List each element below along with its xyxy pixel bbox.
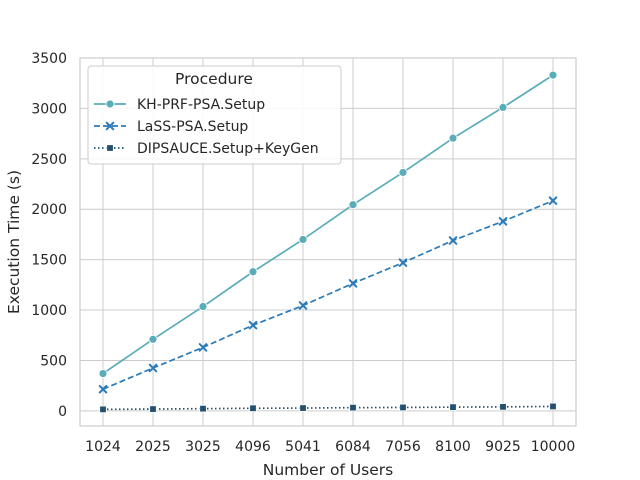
series-2: [99, 402, 557, 414]
y-tick-label: 3000: [31, 101, 67, 117]
data-point: [249, 404, 257, 412]
data-point: [498, 217, 508, 226]
legend-item: KH-PRF-PSA.Setup: [94, 97, 265, 113]
legend-label: LaSS-PSA.Setup: [137, 119, 248, 135]
x-tick-label: 2025: [135, 439, 171, 455]
series-line: [102, 74, 554, 375]
y-axis-label: Execution Time (s): [5, 170, 23, 314]
legend-title: Procedure: [175, 70, 253, 88]
legend-items: KH-PRF-PSA.Setup LaSS-PSA.Setup DIPSAUCE.S…: [94, 97, 319, 157]
x-tick-label: 1024: [85, 439, 121, 455]
series-0: [98, 70, 558, 378]
data-point: [549, 402, 557, 411]
data-point: [198, 302, 208, 311]
y-tick-label: 500: [40, 353, 67, 369]
data-point: [248, 320, 258, 330]
data-point: [548, 70, 558, 80]
x-tick-label: 10000: [531, 439, 576, 455]
plot-frame: [79, 57, 577, 427]
x-tick-labels: 1024 2025 3025 4096 5041 6084 7056 8100 9025 1000…: [85, 439, 575, 455]
x-axis-label: Number of Users: [263, 461, 393, 479]
data-point: [349, 403, 357, 412]
x-tick-label: 9025: [485, 439, 521, 455]
y-tick-label: 2500: [31, 152, 67, 168]
y-tick-label: 0: [58, 404, 67, 420]
x-tick-label: 6084: [335, 439, 371, 455]
legend-item: LaSS-PSA.Setup: [94, 119, 248, 135]
data-point: [199, 404, 207, 413]
legend-marker: [105, 99, 115, 109]
y-tick-label: 1500: [31, 253, 67, 269]
x-tick-label: 4096: [235, 439, 271, 455]
data-point: [398, 168, 408, 177]
data-point: [448, 133, 458, 143]
data-point: [448, 236, 458, 245]
x-tick-label: 5041: [285, 439, 321, 455]
data-point: [248, 267, 258, 277]
data-point: [398, 258, 408, 267]
data-point: [298, 301, 308, 310]
legend-label: DIPSAUCE.Setup+KeyGen: [137, 141, 319, 157]
x-tick-label: 8100: [435, 439, 471, 455]
series-line: [102, 405, 554, 411]
data-point: [498, 103, 508, 112]
data-point: [99, 405, 107, 414]
legend-marker: [106, 144, 114, 152]
x-tick-label: 7056: [385, 439, 421, 455]
x-tick-label: 3025: [185, 439, 221, 455]
data-point: [98, 369, 108, 378]
y-tick-label: 3500: [31, 51, 67, 67]
data-point: [198, 343, 208, 352]
series-layer: [98, 70, 558, 414]
data-point: [148, 363, 158, 373]
data-point: [98, 384, 108, 394]
data-point: [499, 403, 507, 411]
data-point: [148, 334, 158, 344]
data-point: [149, 405, 157, 413]
series-line: [102, 199, 554, 390]
legend-marker: [105, 121, 115, 131]
data-point: [348, 279, 358, 288]
data-point: [299, 404, 307, 412]
data-point: [348, 200, 358, 210]
legend: Procedure KH-PRF-PSA.Setup LaSS-PSA.Setup…: [87, 65, 342, 165]
data-point: [298, 235, 308, 244]
y-tick-labels: 0 500 1000 1500 2000 2500 3000 3500: [31, 51, 67, 420]
y-tick-label: 1000: [31, 303, 67, 319]
y-tick-label: 2000: [31, 202, 67, 218]
data-point: [449, 403, 457, 411]
data-point: [548, 196, 558, 205]
legend-item: DIPSAUCE.Setup+KeyGen: [94, 141, 319, 157]
series-1: [98, 196, 558, 394]
data-point: [399, 403, 407, 412]
legend-box: [87, 65, 342, 165]
legend-label: KH-PRF-PSA.Setup: [137, 97, 265, 113]
